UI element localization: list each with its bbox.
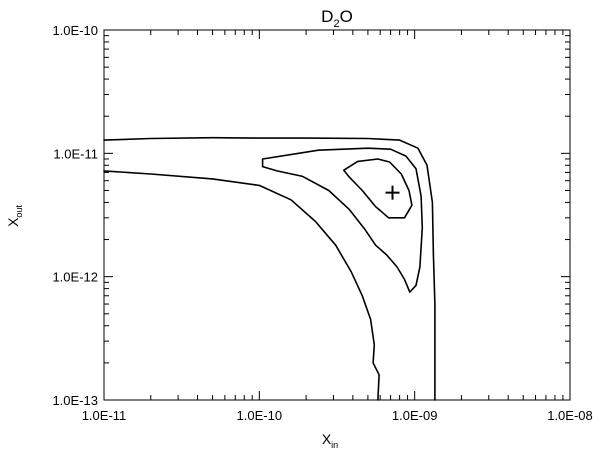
best-fit-marker	[385, 185, 400, 200]
x-tick-label: 1.0E-11	[82, 408, 127, 423]
x-axis-label-sub: in	[331, 440, 338, 450]
contour-line-2	[103, 170, 380, 401]
x-tick-label: 1.0E-10	[237, 408, 283, 423]
y-axis-label-main: X	[5, 217, 21, 227]
y-tick-label: 1.0E-12	[52, 270, 98, 285]
chart-title-sub: 2	[333, 18, 339, 30]
contour-line-4	[342, 158, 413, 219]
x-axis-ticks: 1.0E-11 1.0E-10 1.0E-09 1.0E-08	[82, 30, 593, 423]
y-axis-ticks: 1.0E-13 1.0E-12 1.0E-11 1.0E-10	[52, 23, 570, 408]
y-axis-label: Xout	[5, 205, 24, 227]
chart-title-rest: O	[340, 7, 353, 26]
contour-lines	[103, 136, 436, 401]
x-tick-label: 1.0E-08	[547, 408, 593, 423]
y-tick-label: 1.0E-13	[52, 393, 98, 408]
contour-line-1	[103, 136, 436, 401]
x-tick-label: 1.0E-09	[392, 408, 438, 423]
y-tick-label: 1.0E-11	[53, 146, 98, 161]
plot-frame	[103, 29, 571, 401]
y-tick-label: 1.0E-10	[52, 23, 98, 38]
chart-title: D2O	[321, 7, 353, 30]
x-axis-label-main: X	[322, 431, 332, 447]
contour-line-3	[261, 147, 424, 293]
x-axis-label: Xin	[322, 431, 338, 450]
chart-title-main: D	[321, 7, 333, 26]
y-axis-label-sub: out	[14, 205, 24, 218]
